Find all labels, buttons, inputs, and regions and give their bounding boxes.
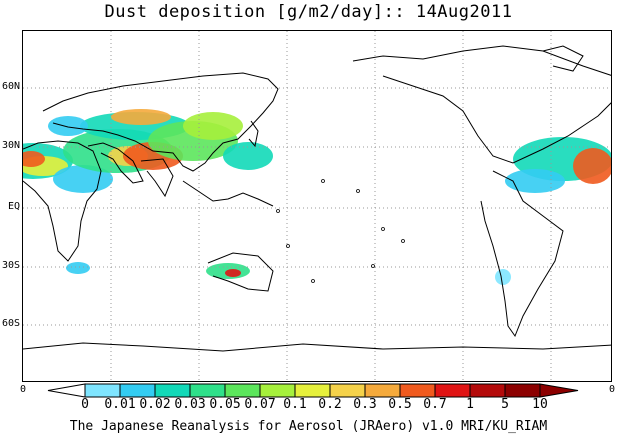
island <box>286 244 290 248</box>
coastline <box>352 45 611 164</box>
coastline <box>182 180 274 207</box>
colorbar-segment <box>434 383 471 398</box>
colorbar-tick-label: 0.02 <box>139 397 171 412</box>
lat-label: 60S <box>1 318 20 329</box>
dust-region <box>505 169 565 193</box>
lat-label: 30N <box>1 140 20 151</box>
colorbar-tick-label: 0.1 <box>283 397 307 412</box>
colorbar-segment <box>84 383 121 398</box>
colorbar-segment <box>469 383 506 398</box>
colorbar-tick-label: 10 <box>532 397 548 412</box>
colorbar-tick-label: 0.5 <box>388 397 412 412</box>
coastline <box>23 140 102 262</box>
colorbar-tick-label: 0.03 <box>174 397 206 412</box>
colorbar-tick-label: 0.7 <box>423 397 447 412</box>
coastline <box>87 142 144 184</box>
colorbar-tick-label: 0.3 <box>353 397 377 412</box>
colorbar-segment <box>224 383 261 398</box>
colorbar-max-arrow <box>539 383 579 398</box>
coastline <box>23 342 611 352</box>
coastline <box>480 170 564 338</box>
colorbar-tick-label: 5 <box>501 397 509 412</box>
colorbar-right-edge-label: 0 <box>609 384 616 395</box>
colorbar-min-arrow <box>47 383 86 398</box>
map-panel <box>22 30 612 382</box>
coastline <box>140 158 174 198</box>
dust-region <box>111 109 171 125</box>
island <box>311 279 315 283</box>
page-title: Dust deposition [g/m2/day]:: 14Aug2011 <box>104 2 513 22</box>
coastline <box>42 72 279 172</box>
dust-region <box>23 151 45 167</box>
coastline <box>542 45 584 72</box>
dust-region <box>495 269 511 285</box>
colorbar-tick-label: 0.2 <box>318 397 342 412</box>
colorbar-tick-label: 0.05 <box>209 397 241 412</box>
colorbar-segment <box>294 383 331 398</box>
island <box>401 239 405 243</box>
dust-region <box>48 116 88 136</box>
colorbar-segment <box>364 383 401 398</box>
colorbar-tick-label: 0.07 <box>244 397 276 412</box>
dust-region <box>66 262 90 274</box>
coastline <box>248 120 259 148</box>
colorbar-tick-label: 1 <box>466 397 474 412</box>
colorbar-tick-label: 0.01 <box>104 397 136 412</box>
island <box>321 179 325 183</box>
colorbar-segment <box>399 383 436 398</box>
world-map <box>23 31 611 381</box>
credit-line: The Japanese Reanalysis for Aerosol (JRA… <box>69 419 548 434</box>
colorbar-segment <box>504 383 541 398</box>
dust-region <box>223 142 273 170</box>
lat-label: 30S <box>1 260 20 271</box>
colorbar-segment <box>119 383 156 398</box>
colorbar-segment <box>189 383 226 398</box>
colorbar-left-edge-label: 0 <box>20 384 27 395</box>
island <box>276 209 280 213</box>
island <box>356 189 360 193</box>
island <box>381 227 385 231</box>
colorbar-tick-label: 0 <box>81 397 89 412</box>
lat-label: 60N <box>1 81 20 92</box>
island <box>371 264 375 268</box>
dust-region <box>183 112 243 140</box>
colorbar-segment <box>329 383 366 398</box>
colorbar-segment <box>259 383 296 398</box>
dust-region <box>225 269 241 277</box>
dust-region <box>573 148 611 184</box>
lat-label: EQ <box>7 201 20 212</box>
coastline <box>207 252 274 292</box>
colorbar-segment <box>154 383 191 398</box>
